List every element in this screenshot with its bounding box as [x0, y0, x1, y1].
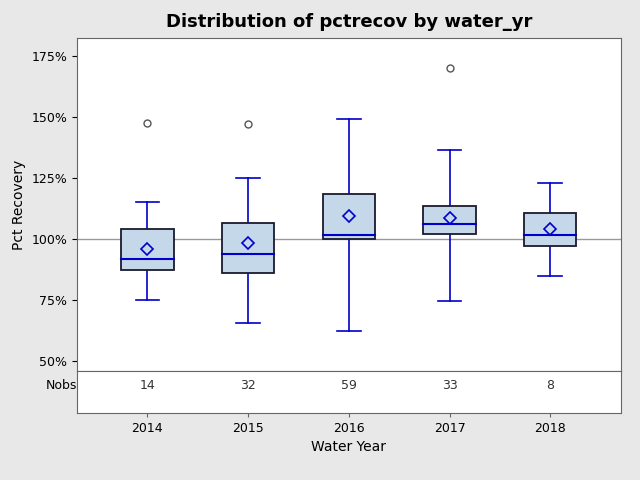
Bar: [423, 206, 476, 234]
X-axis label: Water Year: Water Year: [311, 440, 387, 455]
Text: 33: 33: [442, 379, 458, 392]
Text: 8: 8: [547, 379, 554, 392]
Y-axis label: Pct Recovery: Pct Recovery: [12, 160, 26, 250]
Text: Nobs: Nobs: [45, 379, 77, 392]
Bar: [524, 214, 577, 246]
Title: Distribution of pctrecov by water_yr: Distribution of pctrecov by water_yr: [166, 13, 532, 31]
Bar: [121, 229, 173, 270]
Text: 59: 59: [341, 379, 356, 392]
Bar: [323, 194, 375, 239]
Text: 14: 14: [140, 379, 155, 392]
Text: 32: 32: [240, 379, 256, 392]
Bar: [222, 223, 275, 273]
